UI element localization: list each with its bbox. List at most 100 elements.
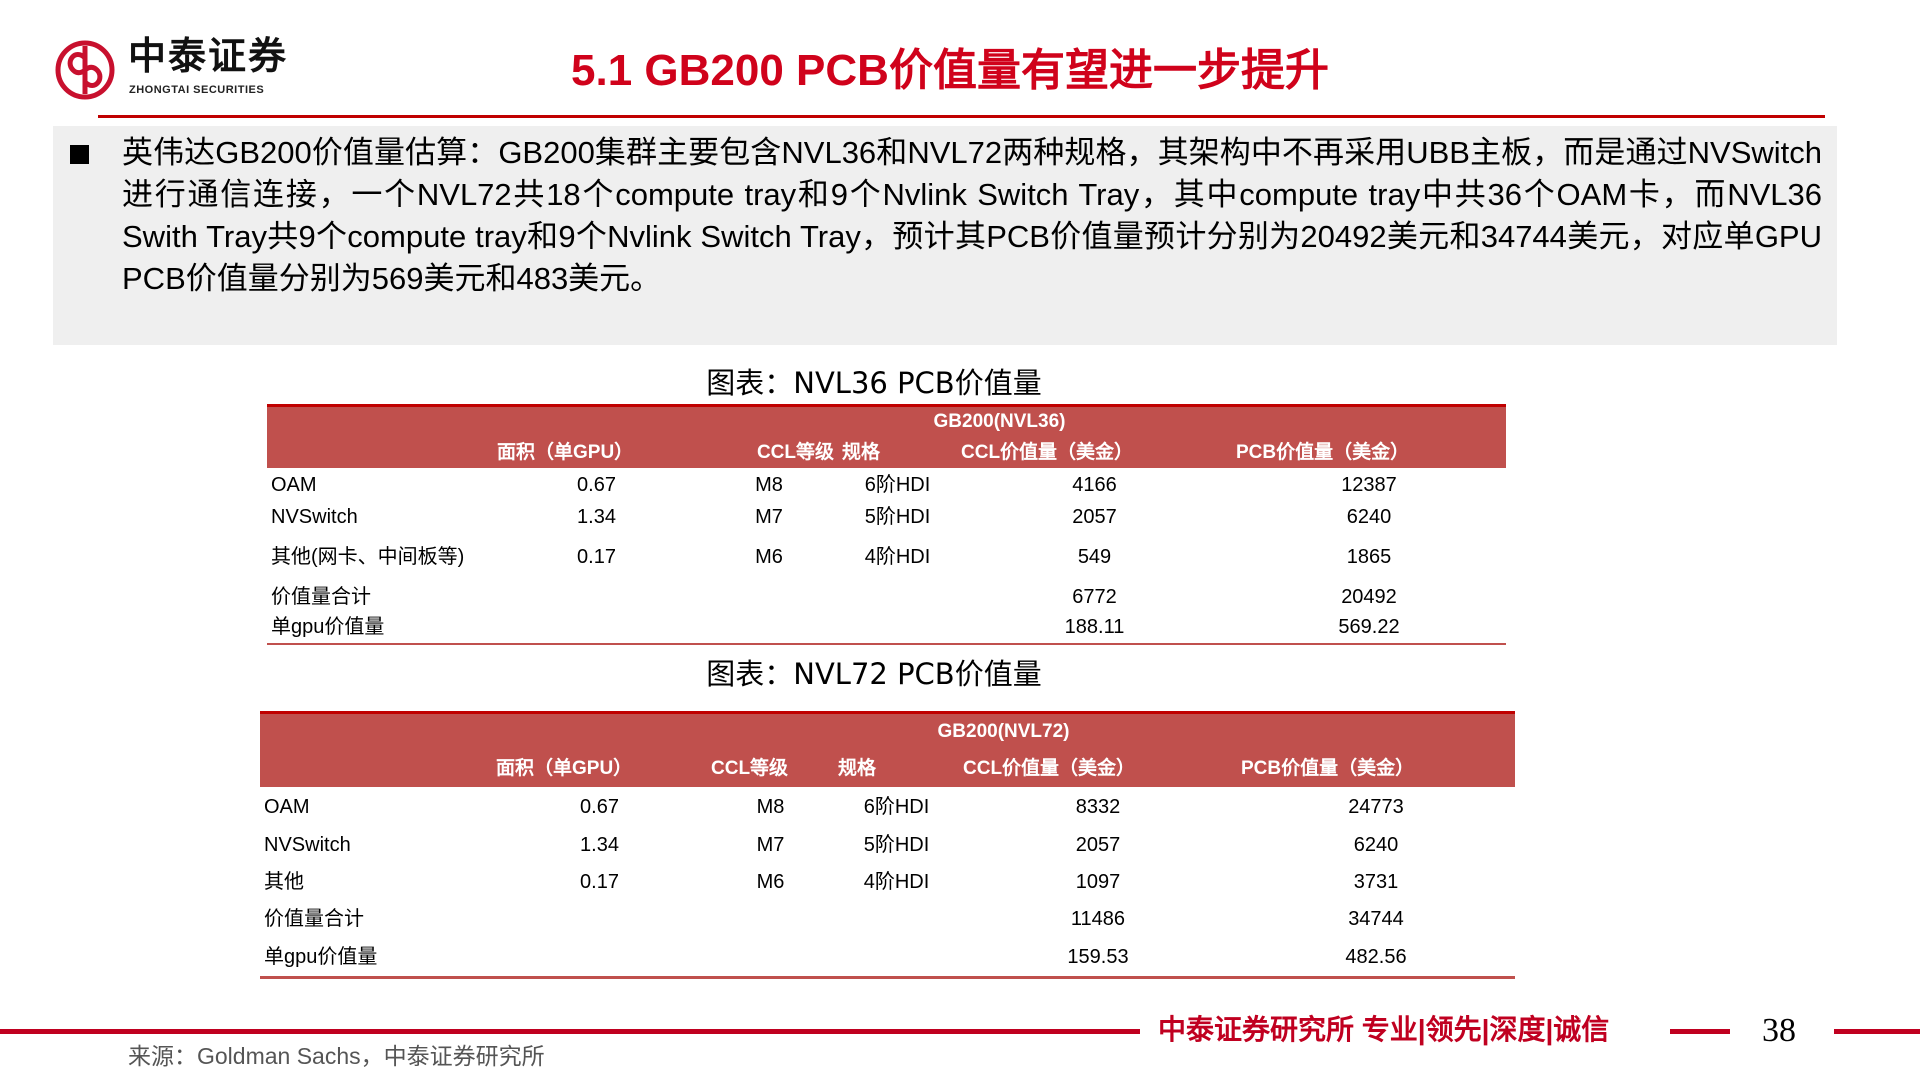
table-cell: 1.34: [577, 505, 616, 528]
summary-box: [53, 126, 1837, 345]
table-row: 价值量合计 6772 20492: [267, 582, 1506, 612]
page-number: 38: [1762, 1012, 1796, 1049]
row-label: 价值量合计: [271, 585, 371, 608]
nvl36-table: GB200(NVL36) 面积（单GPU） CCL等级 规格 CCL价值量（美金…: [267, 404, 1506, 645]
table-cell: 0.17: [577, 545, 616, 568]
table-row: 单gpu价值量 159.53 482.56: [260, 938, 1515, 978]
table-cell: [838, 612, 957, 644]
table-cell: [493, 582, 700, 612]
header-spec: 规格: [838, 437, 957, 468]
table-row: OAM 0.67 M8 6阶HDI 8332 24773: [260, 787, 1515, 827]
table-cell: [707, 938, 834, 978]
row-label: 价值量合计: [264, 908, 364, 930]
footer-slogan: 中泰证券研究所 专业|领先|深度|诚信: [1158, 1014, 1610, 1045]
row-label: NVSwitch: [264, 834, 351, 856]
table-row: 其他(网卡、中间板等) 0.17 M6 4阶HDI 549 1865: [267, 532, 1506, 582]
zhongtai-logo-icon: [55, 40, 115, 100]
title-divider: [98, 115, 1825, 118]
nvl72-table: GB200(NVL72) 面积（单GPU） CCL等级 规格 CCL价值量（美金…: [260, 711, 1515, 979]
table-cell: 1.34: [580, 834, 619, 856]
header-spec: 规格: [834, 750, 959, 787]
row-label: 其他(网卡、中间板等): [271, 545, 465, 568]
table-cell: 1097: [1075, 871, 1121, 893]
table-cell: 34744: [1348, 908, 1404, 930]
table-cell: 4166: [1072, 473, 1117, 496]
footer-rule-left: [0, 1029, 1140, 1034]
table-cell: 0.17: [580, 871, 619, 893]
header-ccl-grade: CCL等级: [700, 437, 838, 468]
table-cell: 482.56: [1345, 945, 1407, 968]
table-cell: [492, 938, 707, 978]
header-pcb-value: PCB价值量（美金）: [1232, 437, 1506, 468]
header-ccl-grade: CCL等级: [707, 750, 834, 787]
table-cell: 6阶HDI: [863, 795, 930, 818]
table-cell: [700, 612, 838, 644]
table-row: 单gpu价值量 188.11 569.22: [267, 612, 1506, 644]
row-label: 其他: [264, 871, 304, 893]
logo-text-en: ZHONGTAI SECURITIES: [129, 84, 265, 96]
table-cell: 4阶HDI: [863, 871, 930, 893]
row-label: OAM: [264, 795, 310, 818]
logo-text-cn: 中泰证券: [128, 36, 289, 78]
table2-group-header: GB200(NVL72): [492, 712, 1515, 751]
table-cell: 0.67: [580, 795, 619, 818]
table-row: NVSwitch 1.34 M7 5阶HDI 2057 6240: [260, 827, 1515, 864]
table-cell: 4阶HDI: [864, 545, 931, 568]
source-note: 来源：Goldman Sachs，中泰证券研究所: [128, 1043, 545, 1069]
table1-group-header: GB200(NVL36): [493, 405, 1506, 438]
header-pcb-value: PCB价值量（美金）: [1237, 750, 1515, 787]
table-row: 其他 0.17 M6 4阶HDI 1097 3731: [260, 864, 1515, 901]
table-cell: 2057: [1072, 505, 1117, 528]
header-area: 面积（单GPU）: [492, 750, 707, 787]
table-row: 价值量合计 11486 34744: [260, 901, 1515, 938]
table-cell: 0.67: [577, 473, 616, 496]
table-cell: 8332: [1075, 795, 1121, 818]
header-area: 面积（单GPU）: [493, 437, 700, 468]
table-cell: M6: [756, 871, 785, 893]
table-cell: 5阶HDI: [864, 505, 931, 528]
table-cell: 6阶HDI: [864, 473, 931, 496]
table-cell: 188.11: [1064, 616, 1125, 638]
table-cell: 5阶HDI: [863, 834, 930, 856]
table-cell: 6240: [1346, 505, 1392, 528]
table-cell: [493, 612, 700, 644]
table-cell: M6: [755, 545, 783, 568]
table-row: OAM 0.67 M8 6阶HDI 4166 12387: [267, 468, 1506, 502]
header-ccl-value: CCL价值量（美金）: [959, 750, 1237, 787]
table-row: NVSwitch 1.34 M7 5阶HDI 2057 6240: [267, 502, 1506, 532]
bullet-square-icon: [70, 145, 89, 164]
header-ccl-value: CCL价值量（美金）: [957, 437, 1232, 468]
table-cell: 3731: [1353, 871, 1399, 893]
table-cell: 569.22: [1338, 616, 1400, 638]
table-cell: 6772: [1072, 585, 1117, 608]
summary-text: 英伟达GB200价值量估算：GB200集群主要包含NVL36和NVL72两种规格…: [122, 135, 1822, 296]
table-cell: M7: [756, 834, 785, 856]
table-cell: 6240: [1353, 834, 1399, 856]
footer-rule-right: [1834, 1029, 1920, 1034]
table-cell: 549: [1077, 545, 1112, 568]
table-cell: 24773: [1348, 795, 1404, 818]
table-cell: [492, 901, 707, 938]
row-label: NVSwitch: [271, 505, 358, 528]
table-cell: [838, 582, 957, 612]
slide-title: 5.1 GB200 PCB价值量有望进一步提升: [571, 46, 1329, 95]
table2-caption: 图表：NVL72 PCB价值量: [706, 657, 1042, 691]
table-cell: [707, 901, 834, 938]
table-cell: M8: [756, 795, 785, 818]
table-cell: 1865: [1346, 545, 1392, 568]
table-cell: 2057: [1075, 834, 1121, 856]
row-label: OAM: [271, 473, 317, 496]
row-label: 单gpu价值量: [264, 945, 378, 968]
table-cell: 20492: [1341, 585, 1397, 608]
table-cell: [834, 938, 959, 978]
table-cell: 159.53: [1067, 945, 1129, 968]
table-cell: M7: [755, 505, 783, 528]
table-cell: M8: [755, 473, 783, 496]
row-label: 单gpu价值量: [271, 616, 385, 638]
table-cell: 12387: [1341, 473, 1397, 496]
footer-rule-mid: [1670, 1029, 1730, 1034]
table1-caption: 图表：NVL36 PCB价值量: [706, 366, 1042, 400]
table-cell: [834, 901, 959, 938]
table-cell: 11486: [1070, 908, 1126, 930]
table-cell: [700, 582, 838, 612]
